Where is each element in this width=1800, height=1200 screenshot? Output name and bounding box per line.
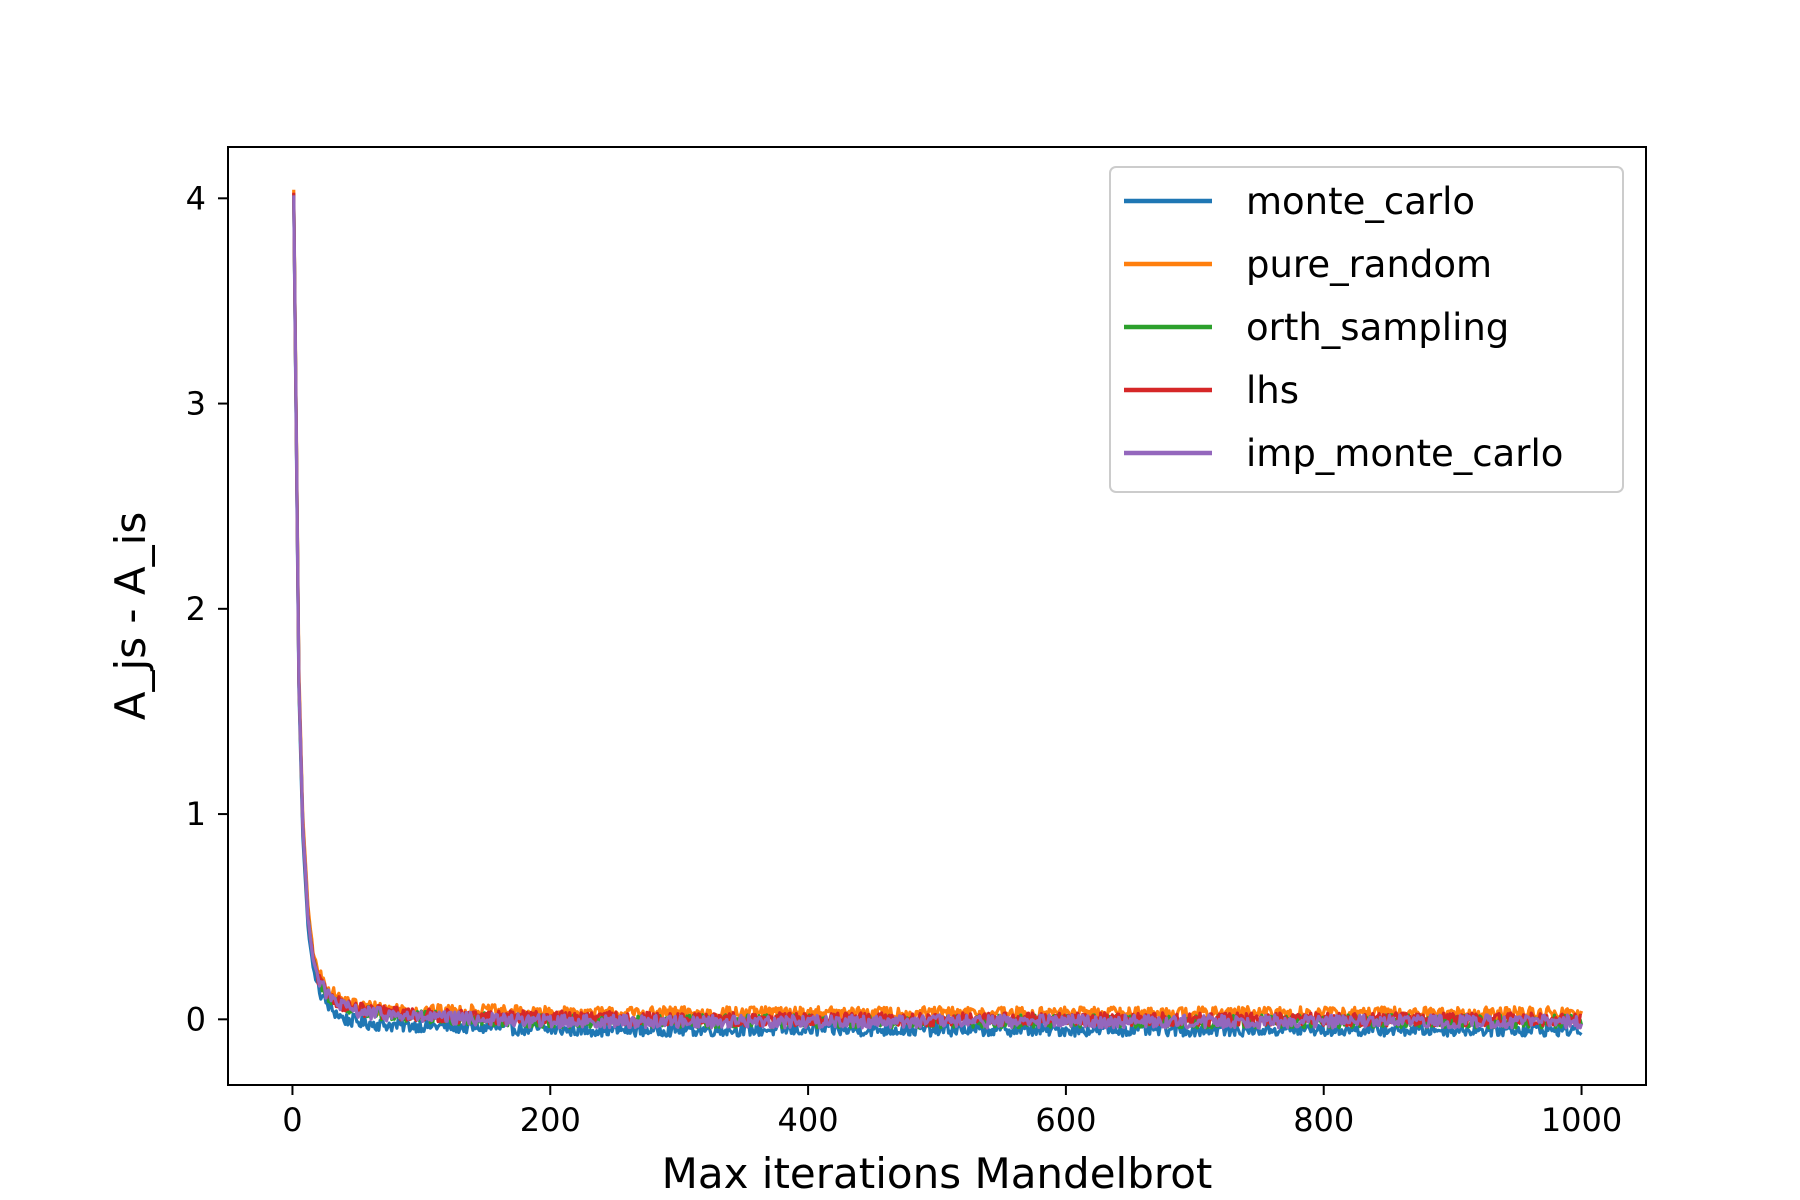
y-tick-label-1: 1 [186,795,206,833]
y-tick-label-0: 0 [186,1000,206,1038]
series-line-pure-random [292,189,1584,1022]
x-tick-label-400: 400 [778,1101,839,1139]
y-axis-title: A_js - A_is [106,512,155,720]
legend-label-imp-monte-carlo: imp_monte_carlo [1246,432,1563,475]
x-axis-title: Max iterations Mandelbrot [662,1149,1213,1198]
x-tick-label-800: 800 [1293,1101,1354,1139]
x-tick-label-200: 200 [520,1101,581,1139]
axes: 0 200 400 600 800 1000 0 1 2 3 4 [186,146,1647,1139]
x-tick-label-600: 600 [1035,1101,1096,1139]
axes-frame [227,146,1647,1086]
legend-label-monte-carlo: monte_carlo [1246,180,1475,223]
plot-area [292,189,1584,1038]
y-tick-label-2: 2 [186,590,206,628]
series-lines [292,189,1584,1038]
y-tick-label-3: 3 [186,385,206,423]
x-tick-label-1000: 1000 [1541,1101,1622,1139]
legend-label-pure-random: pure_random [1246,243,1492,286]
legend-label-lhs: lhs [1246,369,1299,412]
legend-frame [1109,166,1624,493]
legend-label-orth-sampling: orth_sampling [1246,306,1509,349]
series-line-imp-monte-carlo [292,195,1584,1030]
x-tick-label-0: 0 [282,1101,302,1139]
y-tick-label-4: 4 [186,179,206,217]
